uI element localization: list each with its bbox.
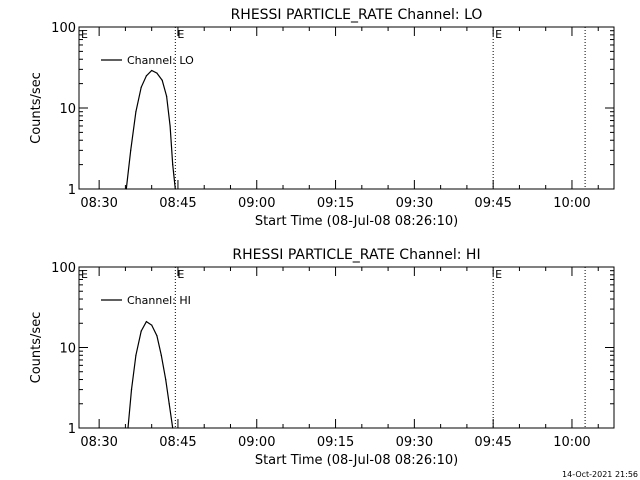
data-point bbox=[135, 111, 137, 113]
data-point bbox=[140, 86, 142, 88]
data-point bbox=[140, 330, 142, 332]
data-point bbox=[151, 69, 153, 72]
data-point bbox=[161, 79, 163, 81]
event-marker-label: E bbox=[495, 28, 502, 41]
legend-label: Channel: LO bbox=[127, 54, 194, 67]
data-point bbox=[135, 354, 137, 356]
footer-timestamp: 14-Oct-2021 21:56 bbox=[562, 470, 638, 479]
y-tick-label: 100 bbox=[51, 21, 76, 36]
data-point bbox=[127, 427, 129, 429]
y-tick-label: 10 bbox=[59, 102, 76, 117]
x-tick-label: 09:30 bbox=[396, 196, 433, 211]
x-tick-label: 08:30 bbox=[80, 435, 117, 450]
y-tick-label: 1 bbox=[68, 422, 76, 437]
data-point bbox=[125, 188, 127, 190]
y-tick-label: 1 bbox=[68, 183, 76, 198]
data-point bbox=[156, 335, 158, 337]
plot-frame bbox=[78, 26, 615, 190]
x-tick-label: 09:15 bbox=[317, 435, 354, 450]
x-tick-label: 09:00 bbox=[238, 196, 275, 211]
x-tick-label: 09:15 bbox=[317, 196, 354, 211]
x-tick-label: 08:45 bbox=[159, 435, 196, 450]
data-point bbox=[156, 72, 158, 74]
y-tick-label: 10 bbox=[59, 342, 76, 357]
data-point bbox=[174, 188, 176, 190]
data-point bbox=[172, 164, 174, 166]
data-point bbox=[130, 149, 132, 151]
data-point bbox=[168, 403, 170, 405]
edge-marker-label: E bbox=[81, 28, 88, 41]
chart-title: RHESSI PARTICLE_RATE Channel: LO bbox=[231, 7, 483, 23]
x-tick-label: 10:00 bbox=[553, 435, 590, 450]
x-axis-label: Start Time (08-Jul-08 08:26:10) bbox=[255, 214, 458, 229]
y-axis-label: Counts/sec bbox=[29, 72, 44, 144]
data-point bbox=[130, 388, 133, 391]
x-tick-label: 10:00 bbox=[553, 196, 590, 211]
y-tick-label: 100 bbox=[51, 261, 76, 276]
chart-panel-1: RHESSI PARTICLE_RATE Channel: HI 08:30 08:… bbox=[29, 247, 615, 468]
series-line bbox=[127, 320, 174, 429]
data-point bbox=[169, 125, 171, 127]
x-tick-label: 09:00 bbox=[238, 435, 275, 450]
chart-panel-0: RHESSI PARTICLE_RATE Channel: LO 08:30 08:… bbox=[29, 7, 615, 229]
data-point bbox=[151, 324, 153, 326]
chart-title: RHESSI PARTICLE_RATE Channel: HI bbox=[232, 247, 480, 263]
series-line bbox=[125, 69, 176, 190]
data-point bbox=[160, 354, 162, 356]
data-point bbox=[165, 378, 167, 381]
data-point bbox=[145, 320, 148, 323]
x-tick-label: 09:45 bbox=[474, 196, 511, 211]
x-tick-label: 08:30 bbox=[80, 196, 117, 211]
legend-label: Channel: HI bbox=[127, 294, 191, 307]
data-point bbox=[165, 95, 168, 97]
edge-marker-label: E bbox=[81, 268, 88, 281]
event-marker-label: E bbox=[177, 28, 184, 41]
y-axis-label: Counts/sec bbox=[29, 312, 44, 384]
x-axis-label: Start Time (08-Jul-08 08:26:10) bbox=[255, 453, 458, 468]
data-point bbox=[145, 75, 148, 77]
event-marker-label: E bbox=[177, 268, 184, 281]
x-tick-label: 09:30 bbox=[396, 435, 433, 450]
x-tick-label: 09:45 bbox=[474, 435, 511, 450]
event-marker-label: E bbox=[495, 268, 502, 281]
x-tick-label: 08:45 bbox=[159, 196, 196, 211]
data-point bbox=[172, 427, 174, 429]
